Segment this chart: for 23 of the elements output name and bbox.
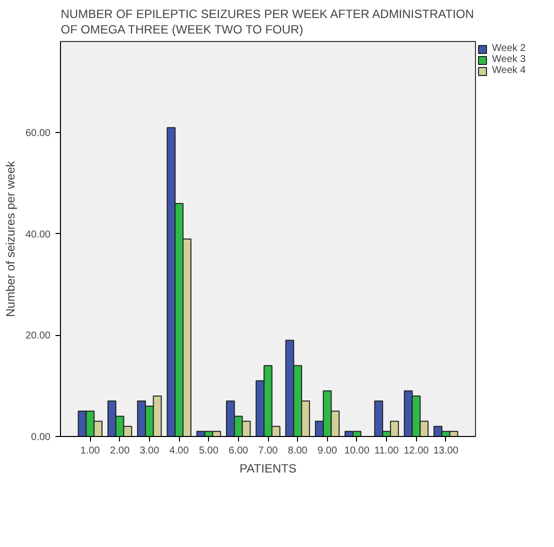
x-tick-label: 8.00 xyxy=(288,446,308,456)
x-tick-label: 3.00 xyxy=(140,446,160,456)
y-tick-label: 20.00 xyxy=(25,330,51,342)
x-tick-label: 10.00 xyxy=(344,446,370,456)
x-tick-label: 7.00 xyxy=(258,446,278,456)
x-tick-label: 1.00 xyxy=(80,446,100,456)
y-tick-label: 60.00 xyxy=(25,128,51,140)
y-tick-label: 40.00 xyxy=(25,229,51,240)
x-tick-label: 5.00 xyxy=(198,446,219,456)
x-tick-label: 6.00 xyxy=(228,446,249,456)
legend-label: Week 3 xyxy=(492,54,526,65)
x-tick-label: 13.00 xyxy=(433,446,459,456)
x-axis-title: PATIENTS xyxy=(240,462,296,476)
x-tick-label: 4.00 xyxy=(169,446,190,456)
x-tick-label: 12.00 xyxy=(404,446,430,456)
x-tick-label: 11.00 xyxy=(374,446,400,456)
x-tick-label: 9.00 xyxy=(318,446,338,456)
y-tick-label: 0.00 xyxy=(31,432,51,443)
x-tick-label: 2.00 xyxy=(110,446,130,456)
legend-label: Week 4 xyxy=(492,65,526,76)
chart-title: NUMBER OF EPILEPTIC SEIZURES PER WEEK AFTER ADMINISTRATION OF OMEGA THREE (WEEK TWO TO FOUR) xyxy=(60,7,474,36)
legend-label: Week 2 xyxy=(492,43,526,54)
y-axis-title: Number of seizures per week xyxy=(3,160,18,318)
